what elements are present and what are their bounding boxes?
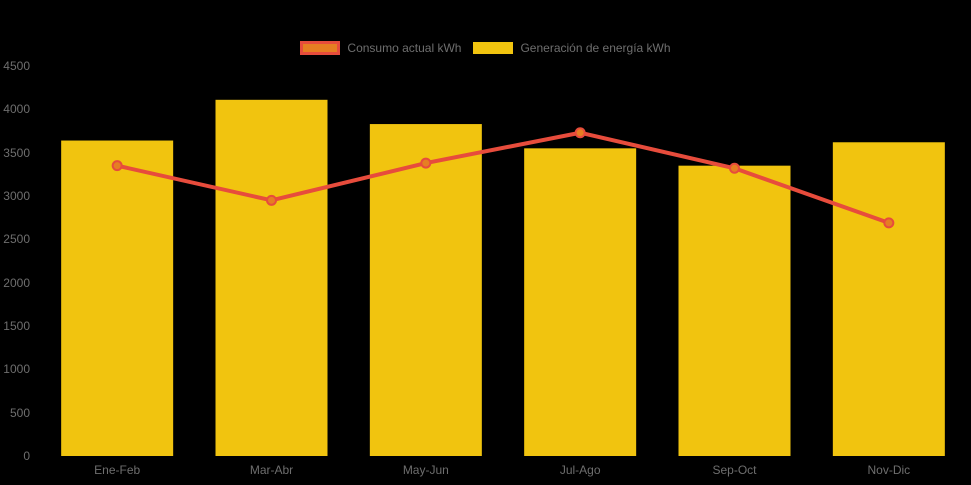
line-point-Nov-Dic bbox=[883, 217, 895, 229]
line-point-Mar-Abr bbox=[266, 194, 277, 206]
y-axis-tick-label: 4500 bbox=[3, 59, 30, 73]
y-axis-tick-label: 4000 bbox=[3, 102, 30, 117]
y-axis-tick-label: 2000 bbox=[3, 275, 30, 290]
bar-Jul-Ago bbox=[524, 148, 637, 457]
x-axis-label-Sep-Oct: Sep-Oct bbox=[712, 463, 757, 477]
x-axis-label-Mar-Abr: Mar-Abr bbox=[249, 463, 294, 477]
line-point-Sep-Oct bbox=[729, 162, 740, 174]
chart-legend: Consumo actual kWh Generación de energía… bbox=[0, 41, 971, 55]
legend-label-generacion-energia: Generación de energía kWh bbox=[520, 41, 671, 55]
y-axis-tick-label: 500 bbox=[9, 405, 30, 420]
line-point-Ene-Feb bbox=[111, 160, 123, 172]
y-axis-tick-label: 1500 bbox=[3, 319, 30, 333]
legend-label-consumo-actual: Consumo actual kWh bbox=[347, 41, 462, 55]
consumption-line bbox=[115, 130, 891, 225]
y-axis-tick-label: 3500 bbox=[3, 145, 30, 160]
bar-Mar-Abr bbox=[215, 99, 328, 457]
legend-swatch-line-icon bbox=[300, 41, 341, 55]
y-axis-tick-label: 1000 bbox=[3, 362, 30, 377]
bar-May-Jun bbox=[369, 124, 482, 457]
legend-item-consumo-actual[interactable]: Consumo actual kWh bbox=[300, 41, 461, 55]
y-axis-tick-label: 3000 bbox=[3, 189, 30, 203]
legend-swatch-bar-icon bbox=[473, 42, 514, 54]
x-axis-label-May-Jun: May-Jun bbox=[402, 463, 449, 477]
x-axis-label-Jul-Ago: Jul-Ago bbox=[559, 463, 601, 477]
y-axis-tick-label: 2500 bbox=[3, 232, 30, 247]
bar-Ene-Feb bbox=[61, 140, 174, 457]
x-axis-label-Nov-Dic: Nov-Dic bbox=[867, 463, 911, 477]
bar-Nov-Dic bbox=[832, 142, 945, 456]
legend-item-generacion-energia[interactable]: Generación de energía kWh bbox=[473, 41, 671, 55]
line-point-May-Jun bbox=[420, 157, 432, 169]
bar-Sep-Oct bbox=[678, 165, 791, 456]
line-point-Jul-Ago bbox=[574, 127, 586, 139]
y-axis-tick-label: 0 bbox=[23, 449, 30, 463]
x-axis-label-Ene-Feb: Ene-Feb bbox=[94, 463, 141, 477]
